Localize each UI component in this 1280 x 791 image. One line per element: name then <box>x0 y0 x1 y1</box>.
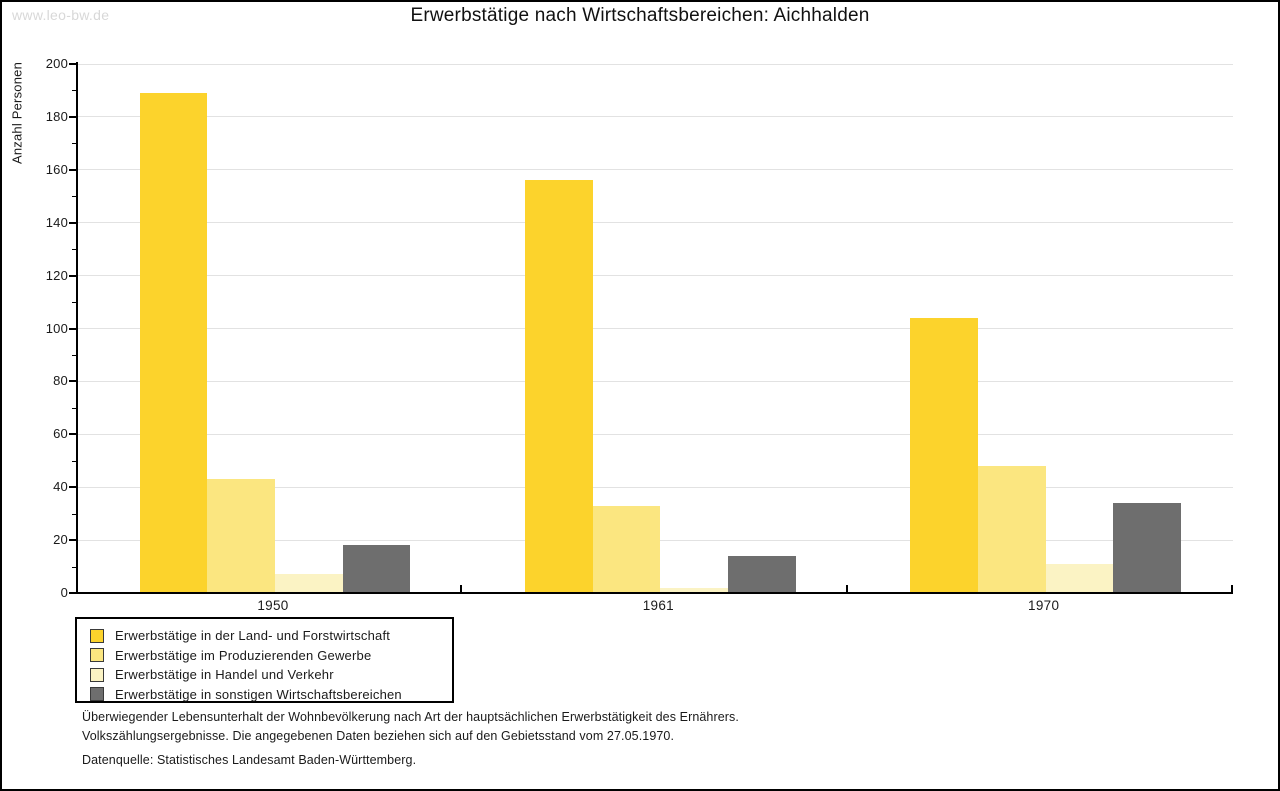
y-major-tick-40 <box>69 486 77 489</box>
legend-swatch-icon <box>90 628 104 643</box>
y-major-tick-0 <box>69 592 77 594</box>
bar-1950-series-2 <box>207 479 276 593</box>
x-boundary-tick-3 <box>1231 585 1233 593</box>
y-major-tick-180 <box>69 115 77 118</box>
y-minor-tick-50 <box>72 460 77 462</box>
y-major-tick-60 <box>69 433 77 436</box>
legend-item-3: Erwerbstätige in Handel und Verkehr <box>77 665 452 685</box>
watermark: www.leo-bw.de <box>12 7 110 23</box>
y-major-tick-140 <box>69 221 77 224</box>
y-major-tick-200 <box>69 63 77 65</box>
footnote-line-2: Volkszählungsergebnisse. Die angegebenen… <box>82 729 675 743</box>
bar-1970-series-2 <box>978 466 1046 593</box>
bar-1961-series-4 <box>728 555 796 593</box>
y-tick-label-140: 140 <box>45 214 68 230</box>
legend-item-2: Erwerbstätige im Produzierenden Gewerbe <box>77 646 452 666</box>
bar-1970-series-1 <box>910 317 979 593</box>
x-axis-line <box>77 592 1233 594</box>
y-minor-tick-110 <box>72 302 77 304</box>
y-minor-tick-30 <box>72 513 77 515</box>
y-major-tick-80 <box>69 380 77 383</box>
x-axis-label-1950: 1950 <box>257 598 289 613</box>
y-major-tick-160 <box>69 168 77 171</box>
y-minor-tick-170 <box>72 143 77 145</box>
bar-1961-series-2 <box>592 505 661 593</box>
y-minor-tick-10 <box>72 566 77 568</box>
chart-title: Erwerbstätige nach Wirtschaftsbereichen:… <box>410 5 870 26</box>
y-tick-label-60: 60 <box>53 426 68 442</box>
bar-1961-series-1 <box>525 180 593 593</box>
legend-label: Erwerbstätige im Produzierenden Gewerbe <box>115 647 372 663</box>
legend-swatch-icon <box>90 687 104 702</box>
gridline-200 <box>77 63 1233 65</box>
gridline-60 <box>77 433 1233 435</box>
gridline-80 <box>77 380 1233 382</box>
y-major-tick-20 <box>69 539 77 542</box>
bar-1961-series-3 <box>660 587 729 593</box>
legend-label: Erwerbstätige in der Land- und Forstwirt… <box>115 628 391 644</box>
gridline-120 <box>77 275 1233 277</box>
bar-1950-series-4 <box>342 545 411 593</box>
y-major-tick-120 <box>69 274 77 277</box>
y-major-tick-100 <box>69 327 77 330</box>
y-tick-label-100: 100 <box>45 320 68 336</box>
legend-item-1: Erwerbstätige in der Land- und Forstwirt… <box>77 626 452 646</box>
legend-swatch-icon <box>90 648 104 663</box>
y-axis-line <box>76 62 78 594</box>
y-minor-tick-130 <box>72 249 77 251</box>
x-axis-label-1961: 1961 <box>642 598 674 613</box>
x-axis-label-1970: 1970 <box>1028 598 1060 613</box>
legend: Erwerbstätige in der Land- und Forstwirt… <box>75 617 454 703</box>
y-tick-label-160: 160 <box>45 161 68 177</box>
x-boundary-tick-1 <box>460 585 463 593</box>
footnote-source: Datenquelle: Statistisches Landesamt Bad… <box>82 753 417 767</box>
legend-swatch-icon <box>90 667 104 682</box>
bar-1950-series-1 <box>139 93 208 593</box>
y-minor-tick-150 <box>72 196 77 198</box>
y-minor-tick-90 <box>72 354 77 356</box>
gridline-40 <box>77 486 1233 488</box>
legend-label: Erwerbstätige in sonstigen Wirtschaftsbe… <box>115 686 402 702</box>
y-minor-tick-190 <box>72 90 77 92</box>
y-tick-label-200: 200 <box>45 56 68 71</box>
bar-1970-series-4 <box>1113 503 1182 593</box>
gridline-180 <box>77 116 1233 118</box>
y-tick-label-180: 180 <box>45 108 68 124</box>
footnote: Überwiegender Lebensunterhalt der Wohnbe… <box>82 708 739 746</box>
y-tick-label-20: 20 <box>53 532 68 548</box>
y-minor-tick-70 <box>72 407 77 409</box>
gridline-140 <box>77 222 1233 224</box>
gridline-160 <box>77 169 1233 171</box>
gridline-100 <box>77 328 1233 329</box>
y-tick-label-40: 40 <box>53 479 68 495</box>
y-tick-label-120: 120 <box>45 267 68 283</box>
legend-item-4: Erwerbstätige in sonstigen Wirtschaftsbe… <box>77 685 452 705</box>
legend-label: Erwerbstätige in Handel und Verkehr <box>115 667 334 683</box>
bar-1970-series-3 <box>1045 563 1114 593</box>
x-boundary-tick-2 <box>845 585 848 593</box>
y-tick-label-0: 0 <box>60 585 68 600</box>
y-tick-label-80: 80 <box>53 373 68 389</box>
legend-items: Erwerbstätige in der Land- und Forstwirt… <box>77 626 452 704</box>
footnote-line-1: Überwiegender Lebensunterhalt der Wohnbe… <box>82 710 739 724</box>
bar-1950-series-3 <box>275 574 343 593</box>
